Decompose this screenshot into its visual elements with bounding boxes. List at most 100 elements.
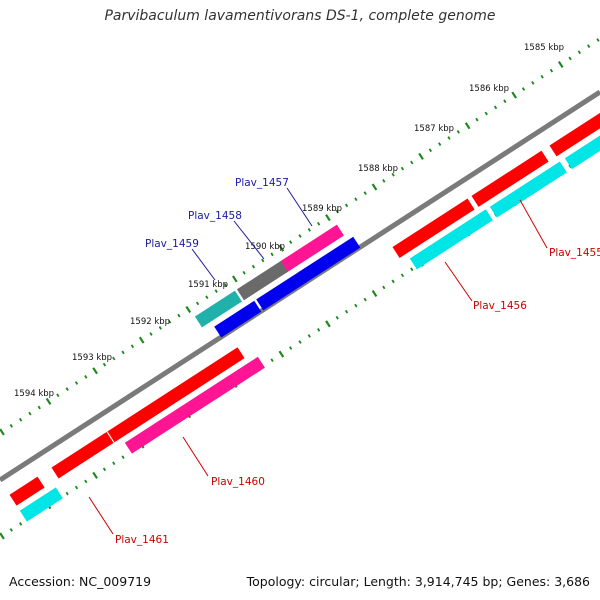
gene-label-plav-1461[interactable]: Plav_1461: [115, 534, 169, 546]
scale-tick: [74, 485, 79, 490]
scale-tick: [317, 328, 321, 332]
scale-label: 1589 kbp: [302, 204, 342, 214]
scale-tick: [121, 455, 125, 460]
scale-tick: [410, 267, 414, 272]
scale-tick: [205, 295, 209, 300]
scale-tick: [0, 428, 5, 436]
scale-label: 1586 kbp: [469, 84, 509, 94]
gene-label-plav-1458[interactable]: Plav_1458: [188, 210, 242, 222]
scale-tick: [354, 197, 358, 202]
gene-block[interactable]: [194, 290, 242, 328]
scale-tick: [270, 252, 274, 257]
gene-label-plav-1457[interactable]: Plav_1457: [235, 177, 289, 189]
gene-block[interactable]: [409, 209, 493, 270]
scale-tick: [278, 244, 285, 252]
gene-block-highlight: [19, 484, 59, 511]
gene-label-plav-1459[interactable]: Plav_1459: [145, 238, 199, 250]
gene-block-highlight: [409, 206, 489, 259]
scale-tick: [568, 56, 572, 61]
scale-tick: [493, 105, 498, 110]
scale-tick: [371, 289, 378, 298]
gene-block[interactable]: [392, 198, 475, 258]
scale-label: 1591 kbp: [188, 280, 228, 290]
scale-tick: [400, 166, 405, 171]
scale-tick: [503, 99, 507, 104]
scale-tick: [65, 491, 69, 496]
scale-tick: [138, 336, 145, 344]
scale-tick: [531, 81, 535, 85]
genome-summary-text: Topology: circular; Length: 3,914,745 bp…: [246, 574, 590, 589]
gene-block-highlight: [564, 134, 600, 159]
gene-block-highlight: [107, 344, 241, 432]
gene-block[interactable]: [564, 123, 600, 170]
scale-tick: [400, 273, 405, 278]
gene-block-highlight: [489, 158, 563, 207]
scale-tick: [177, 313, 181, 318]
scale-tick: [587, 44, 591, 48]
gene-block-highlight: [392, 195, 471, 248]
scale-tick: [231, 275, 238, 283]
gene-label-plav-1456[interactable]: Plav_1456: [473, 300, 527, 312]
gene-block[interactable]: [51, 431, 114, 479]
scale-tick: [298, 234, 302, 238]
scale-tick: [19, 522, 23, 526]
scale-tick: [521, 87, 526, 91]
scale-tick: [270, 358, 274, 363]
scale-tick: [335, 209, 339, 214]
gene-label-plav-1455[interactable]: Plav_1455: [549, 247, 600, 259]
scale-tick: [149, 332, 153, 336]
label-leader-line: [444, 261, 473, 302]
label-leader-line: [191, 248, 216, 281]
scale-tick: [428, 148, 432, 153]
gene-block-highlight: [278, 221, 340, 263]
label-leader-line: [519, 199, 548, 249]
gene-block-highlight: [124, 353, 261, 443]
gene-features: [9, 107, 600, 522]
gene-block-highlight: [51, 428, 110, 468]
gene-block[interactable]: [471, 150, 549, 207]
scale-tick: [382, 285, 386, 290]
scale-tick: [92, 471, 98, 479]
scale-tick: [214, 289, 218, 293]
label-leader-line: [233, 220, 265, 260]
gene-block[interactable]: [214, 300, 262, 338]
gene-block[interactable]: [489, 161, 567, 218]
gene-block[interactable]: [256, 270, 308, 311]
scale-label: 1588 kbp: [358, 164, 398, 174]
gene-block[interactable]: [19, 487, 63, 522]
scale-tick: [325, 320, 331, 328]
scale-label: 1587 kbp: [414, 124, 454, 134]
gene-block[interactable]: [124, 356, 265, 454]
label-leader-line: [88, 496, 114, 535]
gene-label-plav-1460[interactable]: Plav_1460: [211, 476, 265, 488]
scale-tick: [596, 38, 600, 42]
gene-block[interactable]: [278, 224, 344, 274]
scale-tick: [456, 130, 460, 134]
scale-tick: [317, 221, 321, 226]
scale-tick: [540, 74, 544, 79]
gene-block[interactable]: [107, 347, 245, 443]
scale-tick: [102, 362, 107, 367]
scale-tick: [84, 479, 88, 484]
scale-tick: [447, 136, 451, 140]
gene-block[interactable]: [549, 107, 600, 157]
scale-tick: [185, 305, 192, 314]
gene-block[interactable]: [9, 476, 45, 506]
scale-tick: [102, 467, 107, 472]
scale-tick: [354, 303, 358, 308]
gene-block-highlight: [9, 473, 41, 495]
scale-tick: [9, 528, 13, 532]
scale-tick: [325, 214, 331, 222]
scale-tick: [278, 350, 285, 358]
gene-block[interactable]: [236, 260, 288, 301]
scale-tick: [391, 279, 395, 284]
scale-tick: [577, 50, 581, 55]
scale-tick: [344, 309, 349, 314]
scale-tick: [307, 334, 311, 338]
gene-block-highlight: [214, 297, 258, 327]
scale-tick: [344, 203, 349, 208]
scale-tick: [92, 367, 98, 375]
gene-block[interactable]: [298, 236, 361, 284]
scale-tick: [289, 240, 293, 244]
